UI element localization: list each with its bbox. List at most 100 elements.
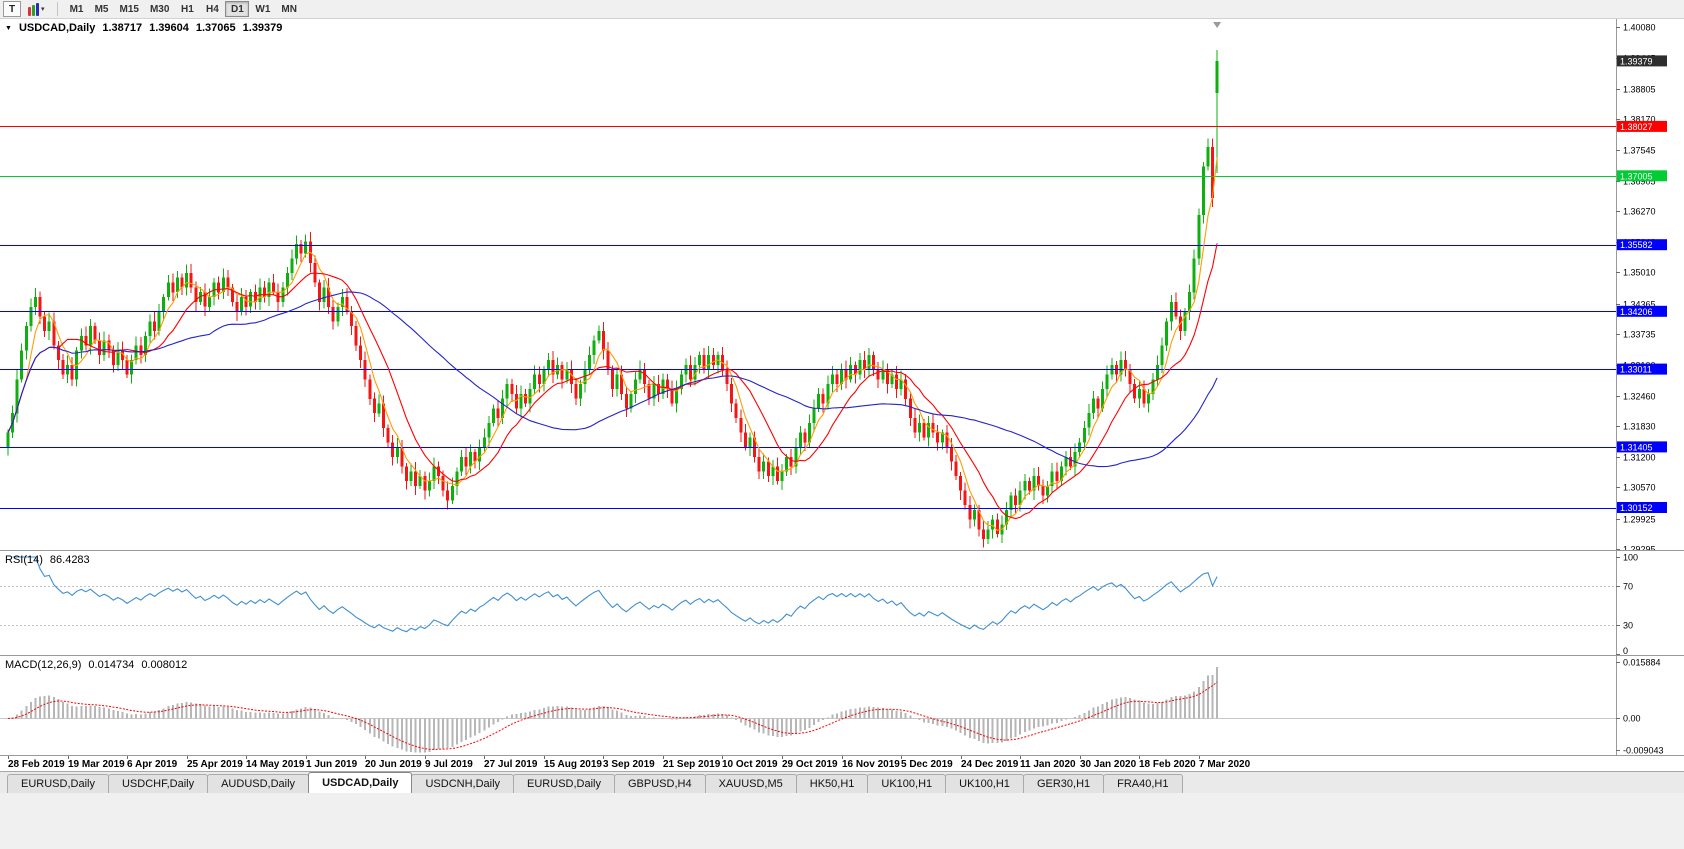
- time-tick: [544, 756, 545, 759]
- time-tick: [8, 756, 9, 759]
- svg-text:1.30152: 1.30152: [1620, 503, 1653, 513]
- support-resistance-lines[interactable]: [0, 126, 1616, 509]
- tab-usdcad-daily[interactable]: USDCAD,Daily: [308, 772, 413, 793]
- date-label: 24 Dec 2019: [961, 759, 1019, 770]
- rsi-axis[interactable]: 100 70 30 0: [1616, 551, 1638, 656]
- date-label: 3 Sep 2019: [603, 759, 655, 770]
- time-tick: [306, 756, 307, 759]
- svg-text:70: 70: [1623, 582, 1633, 592]
- date-label: 16 Nov 2019: [842, 759, 900, 770]
- tab-audusd-daily[interactable]: AUDUSD,Daily: [207, 774, 310, 793]
- time-tick: [901, 756, 902, 759]
- tab-uk100-h1[interactable]: UK100,H1: [867, 774, 947, 793]
- rsi-indicator-panel[interactable]: 100 70 30 0 RSI(14) 86.4283: [0, 551, 1684, 656]
- date-label: 1 Jun 2019: [306, 759, 358, 770]
- timeframe-m30[interactable]: M30: [149, 3, 170, 15]
- macd-signal-value: 0.008012: [141, 659, 188, 671]
- svg-text:1.36905: 1.36905: [1623, 177, 1656, 187]
- tab-ger30-h1[interactable]: GER30,H1: [1022, 774, 1105, 793]
- svg-text:1.29925: 1.29925: [1623, 515, 1656, 525]
- tab-gbpusd-h4[interactable]: GBPUSD,H4: [614, 774, 706, 793]
- date-label: 9 Jul 2019: [425, 759, 473, 770]
- date-label: 28 Feb 2019: [8, 759, 65, 770]
- time-tick: [722, 756, 723, 759]
- date-label: 19 Mar 2019: [68, 759, 125, 770]
- time-tick: [961, 756, 962, 759]
- svg-text:1.40080: 1.40080: [1623, 23, 1656, 33]
- macd-indicator-panel[interactable]: 0.015884 0.00 -0.009043 MACD(12,26,9) 0.01…: [0, 656, 1684, 756]
- tab-eurusd-daily[interactable]: EURUSD,Daily: [513, 774, 615, 793]
- ohlc-low: 1.37065: [195, 22, 236, 34]
- rsi-line: [12, 556, 1218, 633]
- price-chart-panel[interactable]: 1.400801.394451.388051.381701.375451.369…: [0, 19, 1684, 551]
- date-label: 14 May 2019: [246, 759, 305, 770]
- date-label: 5 Dec 2019: [901, 759, 953, 770]
- svg-text:1.39379: 1.39379: [1620, 56, 1653, 66]
- date-label: 20 Jun 2019: [365, 759, 422, 770]
- time-axis[interactable]: 28 Feb 2019 19 Mar 2019 6 Apr 2019 25 Apr 2…: [0, 756, 1684, 771]
- svg-text:1.31405: 1.31405: [1620, 442, 1653, 452]
- date-label: 6 Apr 2019: [127, 759, 178, 770]
- svg-text:1.38170: 1.38170: [1623, 115, 1656, 125]
- time-tick: [187, 756, 188, 759]
- colors-tool-button[interactable]: ▾: [23, 1, 50, 17]
- rsi-label: RSI(14) 86.4283: [5, 554, 90, 566]
- svg-text:30: 30: [1623, 621, 1633, 631]
- timeframe-group: M1 M5 M15 M30 H1 H4 D1 W1 MN: [65, 1, 302, 17]
- timeframe-h1[interactable]: H1: [181, 3, 194, 15]
- date-label: 15 Aug 2019: [544, 759, 602, 770]
- date-label: 27 Jul 2019: [484, 759, 538, 770]
- timeframe-m1[interactable]: M1: [69, 3, 84, 15]
- time-tick: [246, 756, 247, 759]
- collapse-triangle-icon[interactable]: ▼: [5, 25, 12, 32]
- time-tick: [127, 756, 128, 759]
- chart-symbol: USDCAD,Daily: [18, 22, 96, 34]
- time-tick: [1139, 756, 1140, 759]
- time-tick: [365, 756, 366, 759]
- text-tool-button[interactable]: T: [3, 1, 21, 17]
- moving-average-lines: [7, 157, 1218, 532]
- tab-usdcnh-daily[interactable]: USDCNH,Daily: [411, 774, 515, 793]
- date-label: 18 Feb 2020: [1139, 759, 1196, 770]
- svg-text:1.35010: 1.35010: [1623, 268, 1656, 278]
- tab-usdchf-daily[interactable]: USDCHF,Daily: [107, 774, 209, 793]
- rsi-canvas[interactable]: 100 70 30 0: [0, 551, 1684, 656]
- macd-main-value: 0.014734: [88, 659, 135, 671]
- tab-xauusd-m5[interactable]: XAUUSD,M5: [704, 774, 797, 793]
- svg-text:1.35582: 1.35582: [1620, 240, 1653, 250]
- svg-text:100: 100: [1623, 553, 1638, 563]
- time-tick: [68, 756, 69, 759]
- toolbar-separator: [56, 2, 58, 16]
- date-label: 25 Apr 2019: [187, 759, 243, 770]
- tab-hk50-h1[interactable]: HK50,H1: [795, 774, 869, 793]
- price-chart-canvas[interactable]: 1.400801.394451.388051.381701.375451.369…: [0, 19, 1684, 551]
- tab-fra40-h1[interactable]: FRA40,H1: [1103, 774, 1183, 793]
- svg-text:1.33735: 1.33735: [1623, 330, 1656, 340]
- timeframe-h4[interactable]: H4: [206, 3, 219, 15]
- time-tick: [1199, 756, 1200, 759]
- svg-text:1.34206: 1.34206: [1620, 307, 1653, 317]
- tab-eurusd-daily[interactable]: EURUSD,Daily: [7, 774, 109, 793]
- timeframe-m5[interactable]: M5: [94, 3, 109, 15]
- rsi-level-lines: [0, 586, 1616, 626]
- svg-text:1.38805: 1.38805: [1623, 85, 1656, 95]
- macd-axis[interactable]: 0.015884 0.00 -0.009043: [1616, 656, 1664, 756]
- timeframe-m15[interactable]: M15: [119, 3, 139, 15]
- timeframe-d1[interactable]: D1: [225, 1, 250, 17]
- macd-name: MACD(12,26,9): [5, 659, 82, 671]
- timeframe-w1[interactable]: W1: [255, 3, 271, 15]
- toolbar: T ▾ M1 M5 M15 M30 H1 H4 D1 W1 MN: [0, 0, 1684, 19]
- macd-histogram: [11, 666, 1219, 753]
- tab-uk100-h1[interactable]: UK100,H1: [945, 774, 1024, 793]
- svg-text:1.31200: 1.31200: [1623, 453, 1656, 463]
- crayons-icon: [28, 2, 39, 16]
- timeframe-mn[interactable]: MN: [281, 3, 297, 15]
- price-level-labels: 1.39379 1.38027 1.37005 1.35582 1.34206 1.330…: [1617, 55, 1667, 513]
- rsi-value: 86.4283: [49, 554, 90, 566]
- time-tick: [425, 756, 426, 759]
- date-label: 11 Jan 2020: [1020, 759, 1076, 770]
- ohlc-open: 1.38717: [102, 22, 143, 34]
- macd-canvas[interactable]: 0.015884 0.00 -0.009043: [0, 656, 1684, 756]
- svg-text:0.015884: 0.015884: [1623, 658, 1661, 668]
